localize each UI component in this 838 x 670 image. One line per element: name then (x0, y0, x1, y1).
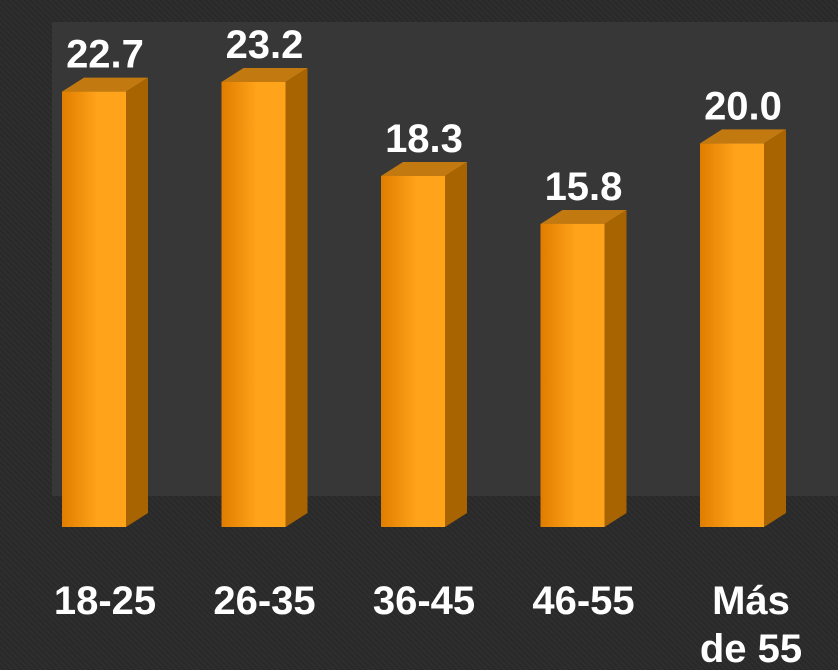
category-label: 18-25 (54, 579, 156, 623)
bar-front (62, 91, 126, 527)
bar-36-45 (381, 161, 467, 528)
category-label-line: 18-25 (54, 579, 156, 623)
bar-top (700, 129, 786, 144)
category-label: Más de 55 (700, 579, 802, 670)
bar-26-35 (221, 68, 308, 527)
category-label-line: 46-55 (532, 579, 634, 623)
value-label: 15.8 (545, 165, 623, 209)
bar-side (604, 209, 627, 528)
value-label: 23.2 (226, 23, 304, 67)
bar-18-25 (62, 77, 148, 527)
value-label: 22.7 (66, 33, 144, 77)
bar-side (285, 68, 308, 527)
bar-top (540, 209, 627, 224)
bar-front (381, 175, 445, 528)
bar-front (221, 82, 286, 527)
bar-side (126, 77, 148, 527)
bar-side (445, 161, 467, 528)
category-label-line: 36-45 (373, 579, 475, 623)
category-label: 26-35 (213, 579, 315, 623)
bar-front (540, 223, 605, 528)
bar-top (381, 161, 467, 176)
value-label: 18.3 (385, 117, 463, 161)
bar-top (62, 77, 148, 92)
bar-side (764, 129, 786, 527)
category-label: 46-55 (532, 579, 634, 623)
bar-top (221, 68, 308, 82)
bar-46-55 (540, 209, 627, 528)
category-label-line: 26-35 (213, 579, 315, 623)
value-label: 20.0 (704, 84, 782, 128)
bar-Más de 55 (700, 129, 786, 527)
bar-front (700, 143, 764, 527)
category-label: 36-45 (373, 579, 475, 623)
category-label-line: de 55 (700, 627, 802, 670)
category-label-line: Más (712, 579, 790, 623)
